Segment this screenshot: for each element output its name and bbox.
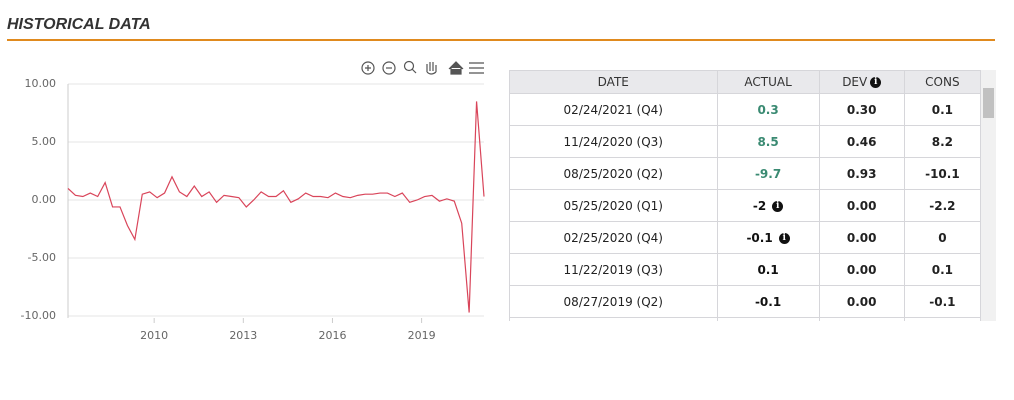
y-tick-label: 5.00 bbox=[32, 135, 57, 148]
x-tick-label: 2016 bbox=[318, 329, 346, 342]
table-row: 02/25/2020 (Q4) -0.1 i 0.00 0 bbox=[509, 221, 981, 254]
cell-dev: 0.00 bbox=[818, 221, 905, 254]
dev-text: 0.00 bbox=[846, 230, 877, 245]
info-icon[interactable]: i bbox=[772, 200, 784, 212]
header-text: CONS bbox=[925, 75, 960, 89]
table-row: 08/25/2020 (Q2) -9.7 0.93 -10.1 bbox=[509, 157, 981, 190]
toolbar[interactable] bbox=[361, 60, 484, 75]
column-header: CONS bbox=[903, 70, 981, 94]
cell-cons: -0.1 bbox=[903, 285, 981, 318]
date-text: 08/27/2019 (Q2) bbox=[563, 294, 663, 309]
date-text: 05/25/2020 (Q1) bbox=[563, 198, 663, 213]
cell-date: 02/24/2021 (Q4) bbox=[509, 93, 718, 126]
cons-text: -0.1 bbox=[929, 294, 956, 309]
date-text: 11/22/2019 (Q3) bbox=[563, 262, 663, 277]
cell-date: 05/23/2019 (Q1) bbox=[509, 317, 718, 321]
cell-actual: -2 i bbox=[716, 189, 820, 222]
actual-text: 8.5 bbox=[757, 134, 779, 149]
data-table: DATE ACTUAL DEV i CONS 02/24/2021 (Q4) 0.3 0.30… bbox=[509, 70, 981, 321]
table-row: 11/22/2019 (Q3) 0.1 0.00 0.1 bbox=[509, 253, 981, 286]
cell-actual: 8.5 bbox=[716, 125, 820, 158]
cell-actual: 0.1 bbox=[716, 253, 820, 286]
dev-text: 0.00 bbox=[846, 198, 877, 213]
cell-dev: 0.00 bbox=[818, 253, 905, 286]
cell-actual: 0.4 bbox=[716, 317, 820, 321]
cell-dev: 0.93 bbox=[818, 157, 905, 190]
cons-text: 0 bbox=[938, 230, 947, 245]
cons-text: 0.1 bbox=[931, 102, 954, 117]
scrollbar[interactable] bbox=[981, 70, 996, 321]
cell-cons: 0 bbox=[903, 221, 981, 254]
cell-date: 08/25/2020 (Q2) bbox=[509, 157, 718, 190]
date-text: 02/25/2020 (Q4) bbox=[563, 230, 663, 245]
x-tick-label: 2010 bbox=[140, 329, 168, 342]
dev-text: 0.30 bbox=[846, 102, 877, 117]
cons-text: 8.2 bbox=[931, 134, 954, 149]
y-tick-label: 10.00 bbox=[25, 77, 57, 90]
x-tick-label: 2013 bbox=[229, 329, 257, 342]
cell-cons: 8.2 bbox=[903, 125, 981, 158]
actual-text: 0.3 bbox=[757, 102, 779, 117]
cell-actual: -0.1 bbox=[716, 285, 820, 318]
cell-dev: 0.30 bbox=[818, 93, 905, 126]
column-header: DEV i bbox=[818, 70, 905, 94]
cell-dev: 0.00 bbox=[818, 285, 905, 318]
y-tick-label: 0.00 bbox=[32, 193, 57, 206]
date-text: 08/25/2020 (Q2) bbox=[563, 166, 663, 181]
cell-date: 05/25/2020 (Q1) bbox=[509, 189, 718, 222]
dev-text: 0.46 bbox=[846, 134, 877, 149]
info-icon[interactable]: i bbox=[870, 77, 882, 88]
cell-actual: -0.1 i bbox=[716, 221, 820, 254]
header-text: ACTUAL bbox=[744, 75, 792, 89]
x-tick-label: 2019 bbox=[408, 329, 436, 342]
cell-cons: -2.2 bbox=[903, 189, 981, 222]
cell-date: 02/25/2020 (Q4) bbox=[509, 221, 718, 254]
header-text: DATE bbox=[597, 75, 629, 89]
date-text: 11/24/2020 (Q3) bbox=[563, 134, 663, 149]
cons-text: 0.1 bbox=[931, 262, 954, 277]
y-tick-label: -10.00 bbox=[21, 309, 56, 322]
actual-text: -0.1 bbox=[746, 230, 773, 245]
header-text: DEV bbox=[842, 75, 868, 89]
cell-date: 11/24/2020 (Q3) bbox=[509, 125, 718, 158]
cell-date: 11/22/2019 (Q3) bbox=[509, 253, 718, 286]
cell-actual: 0.3 bbox=[716, 93, 820, 126]
actual-text: -0.1 bbox=[754, 294, 782, 309]
cons-text: -2.2 bbox=[929, 198, 956, 213]
dev-text: 0.00 bbox=[846, 294, 877, 309]
date-text: 02/24/2021 (Q4) bbox=[563, 102, 663, 117]
dev-text: 0.93 bbox=[846, 166, 877, 181]
cell-dev: 0.46 bbox=[818, 125, 905, 158]
cell-dev: 0.00 bbox=[818, 317, 905, 321]
actual-text: -9.7 bbox=[754, 166, 782, 181]
actual-text: -2 bbox=[752, 198, 767, 213]
table-row: 02/24/2021 (Q4) 0.3 0.30 0.1 bbox=[509, 93, 981, 126]
cell-date: 08/27/2019 (Q2) bbox=[509, 285, 718, 318]
table-row: 05/23/2019 (Q1)0.40.000.4 bbox=[509, 317, 981, 321]
table-row: 05/25/2020 (Q1) -2 i 0.00 -2.2 bbox=[509, 189, 981, 222]
cell-cons: -10.1 bbox=[903, 157, 981, 190]
section-title: HISTORICAL DATA bbox=[7, 16, 151, 33]
chart: 10.00 5.00 0.00 -5.00 -10.00 2010 2013 2016 2019 bbox=[21, 60, 485, 342]
cell-cons: 0.1 bbox=[903, 253, 981, 286]
actual-text: 0.1 bbox=[757, 262, 779, 277]
column-header: ACTUAL bbox=[716, 70, 820, 94]
table: DATE ACTUAL DEV i CONS 02/24/2021 (Q4) 0.3 0.30… bbox=[509, 70, 981, 321]
column-header: DATE bbox=[509, 70, 718, 94]
cons-text: -10.1 bbox=[925, 166, 960, 181]
data-line bbox=[67, 101, 485, 313]
scroll-thumb[interactable] bbox=[983, 88, 994, 118]
cell-actual: -9.7 bbox=[716, 157, 820, 190]
cell-dev: 0.00 bbox=[818, 189, 905, 222]
dev-text: 0.00 bbox=[846, 262, 877, 277]
table-row: 11/24/2020 (Q3) 8.5 0.46 8.2 bbox=[509, 125, 981, 158]
table-row: 08/27/2019 (Q2) -0.1 0.00 -0.1 bbox=[509, 285, 981, 318]
y-tick-label: -5.00 bbox=[28, 251, 56, 264]
cell-cons: 0.4 bbox=[903, 317, 981, 321]
title-rule bbox=[7, 39, 995, 41]
info-icon[interactable]: i bbox=[778, 232, 790, 244]
cell-cons: 0.1 bbox=[903, 93, 981, 126]
